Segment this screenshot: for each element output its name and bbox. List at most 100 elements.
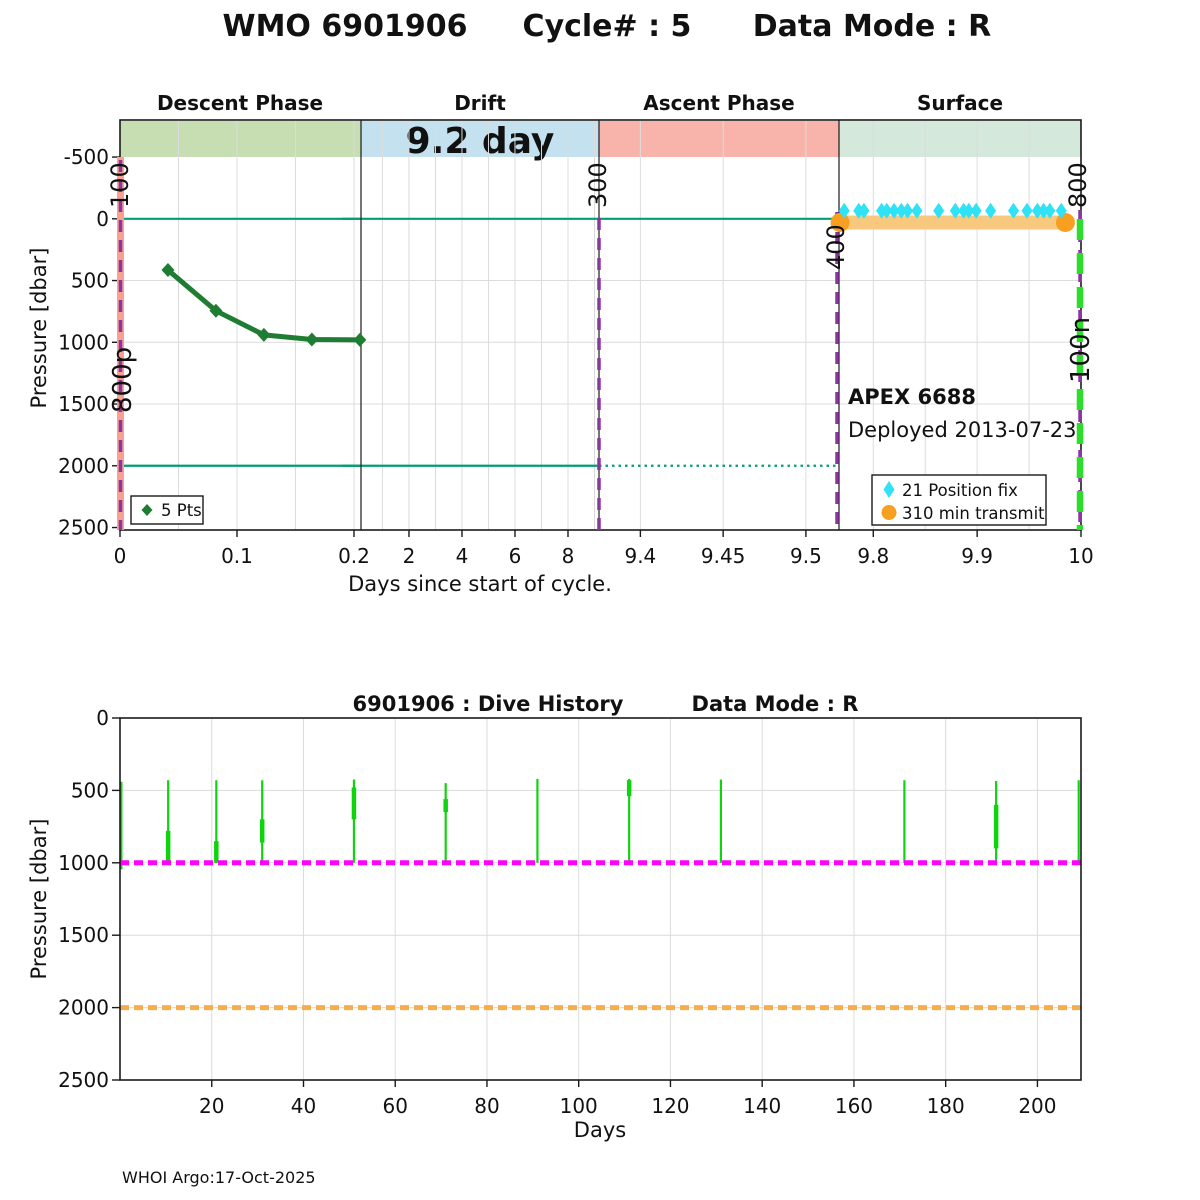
x-tick-label: 9.4 xyxy=(624,544,656,568)
x-tick-label: 9.9 xyxy=(961,544,993,568)
x-tick-label: 0.1 xyxy=(221,544,253,568)
y-tick-label: 500 xyxy=(71,269,109,293)
y-tick-label: 2000 xyxy=(58,996,109,1020)
y-tick-label: 2500 xyxy=(58,1068,109,1092)
position-fix-marker xyxy=(1055,202,1067,219)
y-tick-label: 0 xyxy=(96,207,109,231)
x-tick-label: 180 xyxy=(927,1094,965,1118)
position-fix-marker xyxy=(970,202,982,219)
y-tick-label: 500 xyxy=(71,778,109,802)
top-grid: 0 0.1 0.2 2 4 6 8 9.4 9.45 9.5 9.8 9.9 10 -500 0 500 100… xyxy=(58,121,1094,568)
position-fix-marker xyxy=(838,202,850,219)
bottom-yaxis-label: Pressure [dbar] xyxy=(27,819,51,980)
descent-point-marker xyxy=(209,303,223,318)
event-code-100: 100 xyxy=(106,162,134,208)
float-deployed-label: Deployed 2013-07-23 xyxy=(848,418,1077,442)
position-fix-marker xyxy=(933,202,945,219)
x-tick-label: 60 xyxy=(383,1094,408,1118)
park-pressure-label: 800p xyxy=(108,347,138,413)
top-series xyxy=(161,202,1075,347)
position-fix-marker xyxy=(1044,202,1056,219)
page-title-cycle: Cycle# : 5 xyxy=(523,9,692,44)
legend-surface-box xyxy=(871,474,1047,526)
x-tick-label: 6 xyxy=(509,544,522,568)
float-name-label: APEX 6688 xyxy=(848,385,976,409)
bottom-series xyxy=(120,778,1081,1011)
x-tick-label: 160 xyxy=(835,1094,873,1118)
page-title-wmo: WMO 6901906 xyxy=(222,9,467,44)
descent-diamond-icon xyxy=(141,504,153,516)
x-tick-label: 9.8 xyxy=(857,544,889,568)
position-fix-diamond-icon xyxy=(883,481,895,498)
bottom-ticks: 20 40 60 80 100 120 140 160 180 20005001000150020… xyxy=(58,706,1056,1118)
position-fix-marker xyxy=(963,202,975,219)
phase-label-descent: Descent Phase xyxy=(157,91,323,115)
descent-point-marker xyxy=(161,263,175,278)
footer-credit: WHOI Argo:17-Oct-2025 xyxy=(122,1168,316,1187)
band-surface xyxy=(839,121,1081,157)
position-fix-marker xyxy=(902,202,914,219)
band-descent xyxy=(120,121,361,157)
event-code-800: 800 xyxy=(1064,162,1092,208)
x-tick-label: 40 xyxy=(291,1094,316,1118)
y-tick-label: 2500 xyxy=(58,516,109,540)
legend-surface: 21 Position fix 310 min transmit xyxy=(871,474,1047,526)
transmit-end-marker xyxy=(1055,213,1075,232)
position-fix-marker xyxy=(1038,202,1050,219)
x-tick-label: 4 xyxy=(456,544,469,568)
x-tick-label: 8 xyxy=(562,544,575,568)
drift-duration-label: 9.2 day xyxy=(406,121,555,162)
position-fix-marker xyxy=(895,202,907,219)
top-yaxis-label: Pressure [dbar] xyxy=(27,248,51,409)
y-tick-label: 1500 xyxy=(58,392,109,416)
legend-points-label: 5 Pts xyxy=(161,501,202,520)
x-tick-label: 140 xyxy=(743,1094,781,1118)
band-ascent xyxy=(599,121,839,157)
phase-label-ascent: Ascent Phase xyxy=(643,91,794,115)
surface-code-label: 100n xyxy=(1066,317,1096,383)
y-tick-label: 2000 xyxy=(58,454,109,478)
x-tick-label: 9.45 xyxy=(701,544,746,568)
phase-label-surface: Surface xyxy=(917,91,1003,115)
x-tick-label: 20 xyxy=(199,1094,224,1118)
position-fix-marker xyxy=(888,202,900,219)
y-tick-label: 0 xyxy=(96,706,109,730)
y-tick-label: 1000 xyxy=(58,330,109,354)
bottom-xaxis-label: Days xyxy=(574,1118,626,1142)
top-xaxis-label: Days since start of cycle. xyxy=(348,572,612,596)
position-fix-marker xyxy=(1031,202,1043,219)
page-title-datamode: Data Mode : R xyxy=(753,9,991,44)
x-tick-label: 120 xyxy=(651,1094,689,1118)
descent-point-marker xyxy=(257,327,271,342)
event-code-300: 300 xyxy=(584,162,612,208)
legend-transmit-label: 310 min transmit xyxy=(902,504,1045,523)
legend-position-fix-label: 21 Position fix xyxy=(902,481,1018,500)
x-tick-label: 80 xyxy=(474,1094,499,1118)
x-tick-label: 200 xyxy=(1018,1094,1056,1118)
top-chart: WMO 6901906 Cycle# : 5 Data Mode : R Des… xyxy=(27,9,1096,596)
dive-history-title: 6901906 : Dive History xyxy=(353,692,624,716)
descent-point-marker xyxy=(353,332,367,347)
x-tick-label: 0.2 xyxy=(338,544,370,568)
x-tick-label: 100 xyxy=(560,1094,598,1118)
transmit-span-bar xyxy=(840,215,1066,230)
top-reference-lines xyxy=(120,217,839,467)
phase-label-drift: Drift xyxy=(454,91,506,115)
position-fix-marker xyxy=(985,202,997,219)
band-drift xyxy=(361,121,599,157)
position-fix-marker xyxy=(949,202,961,219)
position-fix-marker xyxy=(1021,202,1033,219)
x-tick-label: 2 xyxy=(403,544,416,568)
dive-history-datamode: Data Mode : R xyxy=(692,692,859,716)
x-tick-label: 9.5 xyxy=(790,544,822,568)
event-code-400: 400 xyxy=(822,224,850,270)
position-fix-marker xyxy=(881,202,893,219)
position-fix-marker xyxy=(858,202,870,219)
x-tick-label: 10 xyxy=(1068,544,1093,568)
x-tick-label: 0 xyxy=(114,544,127,568)
descent-point-marker xyxy=(305,332,319,347)
bottom-chart: 6901906 : Dive History Data Mode : R 20 4… xyxy=(27,692,1082,1142)
